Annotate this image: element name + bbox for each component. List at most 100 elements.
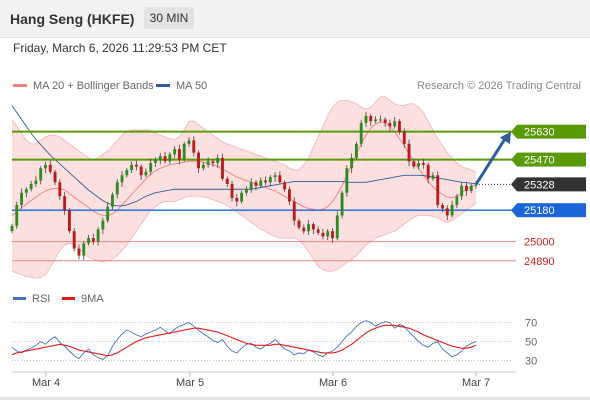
candle-up: [125, 170, 129, 176]
candle-up: [374, 119, 377, 122]
candle-down: [426, 164, 430, 179]
x-tick-label: Mar 5: [176, 377, 204, 389]
rsi-line: [11, 320, 477, 361]
candle-down: [221, 157, 224, 179]
legend-rsi: RSI: [13, 293, 50, 305]
candle-up: [431, 175, 435, 179]
x-tick-label: Mar 4: [32, 377, 60, 389]
candle-down: [264, 180, 267, 183]
candle-down: [163, 156, 167, 162]
candle-down: [211, 161, 215, 164]
bottom-border: [0, 397, 590, 400]
candle-down: [412, 161, 416, 167]
timeframe-badge[interactable]: 30 MIN: [144, 7, 194, 29]
rsi-tick-70: 70: [525, 318, 537, 330]
level-label-25630: 25630: [524, 127, 555, 139]
candle-down: [292, 201, 296, 221]
candle-up: [82, 243, 86, 256]
candle-up: [216, 157, 220, 164]
bollinger-upper-line: [11, 96, 477, 173]
candles-group: [10, 111, 478, 261]
candle-up: [39, 168, 43, 181]
candle-down: [302, 227, 306, 232]
candle-down: [402, 131, 406, 144]
candle-up: [130, 164, 134, 171]
legend-bollinger: MA 20 + Bollinger Bands: [13, 80, 154, 92]
level-label-25000: 25000: [524, 237, 555, 249]
candle-up: [115, 182, 119, 195]
candle-up: [268, 177, 272, 183]
candle-down: [383, 119, 387, 123]
candle-down: [139, 166, 143, 176]
candle-down: [254, 182, 258, 186]
candle-down: [321, 232, 325, 237]
candle-up: [34, 180, 38, 185]
candle-down: [225, 178, 229, 185]
candle-down: [235, 197, 239, 202]
candle-down: [53, 171, 57, 183]
candle-up: [474, 184, 478, 186]
bollinger-lower-line: [11, 195, 477, 279]
candle-up: [364, 115, 368, 123]
candle-down: [441, 204, 444, 209]
x-tick-label: Mar 6: [319, 377, 347, 389]
candle-up: [149, 163, 153, 172]
candle-down: [192, 140, 196, 153]
candle-up: [359, 122, 363, 144]
candle-up: [158, 156, 162, 160]
legend-ma50: MA 50: [156, 80, 207, 92]
level-label-25180: 25180: [524, 205, 555, 217]
candle-up: [417, 163, 421, 167]
candle-down: [77, 248, 81, 256]
level-tag-25630: [517, 124, 586, 139]
candle-up: [335, 215, 339, 239]
candle-up: [106, 206, 110, 221]
rsi-9ma-line: [11, 324, 477, 357]
candle-up: [154, 159, 157, 164]
candle-up: [460, 185, 464, 197]
chart-header: Hang Seng (HKFE) 30 MIN: [0, 0, 590, 38]
candle-down: [230, 184, 234, 198]
candle-down: [72, 231, 76, 249]
candle-down: [407, 143, 411, 162]
candle-down: [67, 210, 71, 232]
candle-up: [393, 121, 397, 127]
rsi-label: RSI: [32, 293, 51, 305]
candle-down: [436, 175, 440, 205]
candle-up: [326, 231, 330, 237]
candle-down: [63, 196, 67, 211]
candle-up: [244, 189, 248, 193]
candle-up: [96, 229, 100, 242]
candle-down: [197, 152, 200, 169]
rsi-tick-30: 30: [525, 356, 537, 368]
candle-up: [101, 220, 105, 230]
candle-down: [311, 224, 315, 230]
candle-up: [455, 196, 459, 205]
candle-up: [29, 184, 33, 190]
level-tag-25328: [517, 177, 586, 192]
ma50-label: MA 50: [176, 80, 208, 92]
candle-up: [15, 204, 19, 226]
candle-up: [10, 225, 14, 232]
candle-down: [278, 175, 282, 183]
candle-down: [316, 229, 320, 233]
level-tag-25180: [517, 203, 586, 218]
ma50-line: [11, 105, 477, 207]
level-tag-arrow-25180: [511, 203, 517, 218]
candle-down: [445, 208, 449, 216]
candle-down: [134, 164, 138, 167]
level-label-25470: 25470: [524, 155, 555, 167]
chart-datetime: Friday, March 6, 2026 11:29:53 PM CET: [13, 41, 227, 55]
level-tag-arrow-25630: [511, 124, 517, 139]
bollinger-swatch: [13, 83, 27, 87]
candle-up: [307, 224, 311, 232]
candle-down: [421, 163, 425, 165]
candle-down: [288, 189, 291, 202]
candle-up: [345, 168, 349, 193]
candle-up: [378, 119, 382, 121]
candle-down: [58, 182, 62, 197]
candle-up: [182, 143, 186, 160]
candle-up: [44, 164, 47, 169]
candle-up: [469, 185, 473, 191]
